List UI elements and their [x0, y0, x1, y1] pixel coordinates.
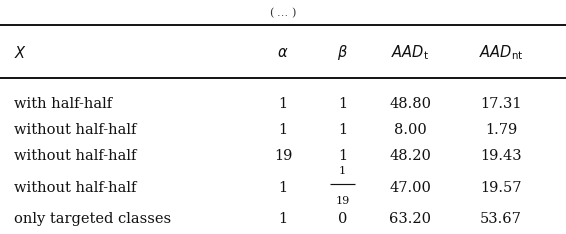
Text: without half-half: without half-half — [14, 181, 136, 195]
Text: 8.00: 8.00 — [394, 123, 427, 137]
Text: 19.57: 19.57 — [480, 181, 522, 195]
Text: 63.20: 63.20 — [389, 212, 431, 226]
Text: without half-half: without half-half — [14, 123, 136, 137]
Text: with half-half: with half-half — [14, 97, 112, 111]
Text: 0: 0 — [338, 212, 347, 226]
Text: 1: 1 — [338, 97, 347, 111]
Text: $AAD_{\mathrm{t}}$: $AAD_{\mathrm{t}}$ — [391, 43, 430, 62]
Text: 1: 1 — [339, 166, 346, 176]
Text: 17.31: 17.31 — [480, 97, 522, 111]
Text: 53.67: 53.67 — [480, 212, 522, 226]
Text: 1.79: 1.79 — [485, 123, 517, 137]
Text: only targeted classes: only targeted classes — [14, 212, 171, 226]
Text: without half-half: without half-half — [14, 149, 136, 163]
Text: 19: 19 — [335, 196, 350, 205]
Text: 1: 1 — [278, 123, 288, 137]
Text: 1: 1 — [278, 181, 288, 195]
Text: 1: 1 — [278, 97, 288, 111]
Text: 47.00: 47.00 — [389, 181, 431, 195]
Text: 48.80: 48.80 — [389, 97, 431, 111]
Text: 48.20: 48.20 — [389, 149, 431, 163]
Text: $AAD_{\mathrm{nt}}$: $AAD_{\mathrm{nt}}$ — [479, 43, 523, 62]
Text: ( $\ldots$ ): ( $\ldots$ ) — [269, 6, 297, 20]
Text: 1: 1 — [338, 123, 347, 137]
Text: $\beta$: $\beta$ — [337, 43, 348, 62]
Text: 19: 19 — [274, 149, 292, 163]
Text: $\alpha$: $\alpha$ — [277, 46, 289, 60]
Text: 19.43: 19.43 — [480, 149, 522, 163]
Text: 1: 1 — [278, 212, 288, 226]
Text: $X$: $X$ — [14, 45, 27, 61]
Text: 1: 1 — [338, 149, 347, 163]
